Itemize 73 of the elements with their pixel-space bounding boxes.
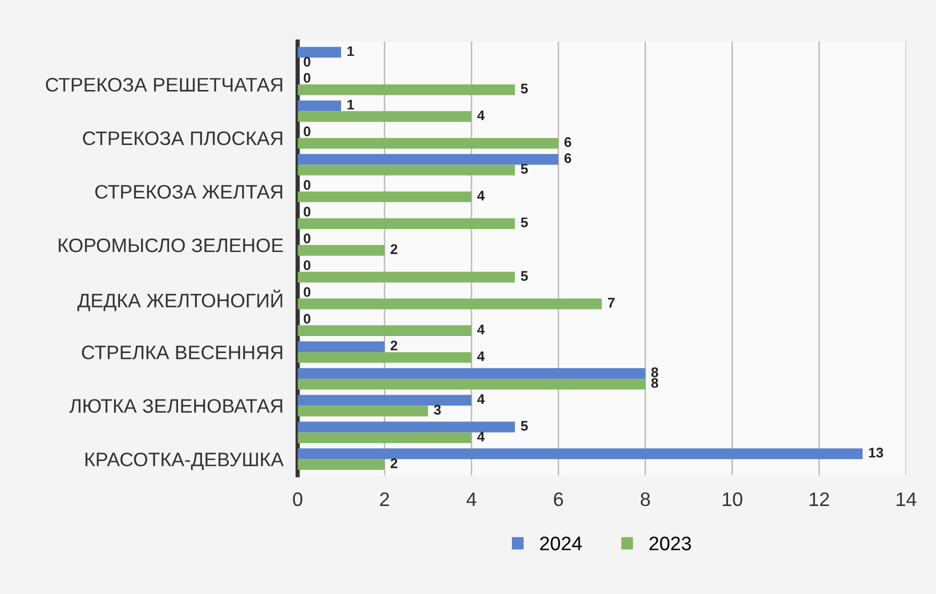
bar — [298, 406, 428, 416]
data-label: 0 — [304, 180, 310, 190]
data-label: 4 — [477, 110, 485, 120]
y-tick-label: КРАСОТКА-ДЕВУШКА — [86, 452, 284, 470]
data-label: 0 — [304, 126, 310, 136]
x-tick-label: 4 — [466, 492, 476, 506]
x-tick-label: 6 — [554, 492, 563, 506]
data-label: 5 — [520, 218, 528, 228]
bar — [298, 218, 515, 229]
bar — [298, 459, 385, 470]
y-tick-label: СТРЕКОЗА ЖЕЛТАЯ — [95, 184, 282, 199]
data-label: 1 — [348, 46, 354, 56]
bar — [298, 422, 515, 432]
x-tick-label: 8 — [640, 492, 650, 506]
data-label: 13 — [869, 448, 884, 458]
data-label: 0 — [304, 260, 310, 270]
y-tick-label: СТРЕКОЗА РЕШЕТЧАТАЯ — [46, 78, 282, 92]
data-label: 1 — [348, 100, 354, 110]
bar — [298, 432, 472, 444]
data-label: 4 — [477, 190, 485, 200]
data-label: 0 — [304, 72, 310, 83]
bar — [298, 46, 342, 58]
data-label: 5 — [520, 421, 528, 431]
data-label: 4 — [477, 351, 485, 362]
x-tick-label: 2 — [380, 492, 389, 506]
data-label: 2 — [390, 244, 398, 254]
y-tick-label: СТРЕЛКА ВЕСЕННЯЯ — [82, 346, 282, 360]
y-tick-label: ДЕДКА ЖЕЛТОНОГИЙ — [77, 290, 282, 312]
data-label: 2 — [390, 458, 398, 468]
x-tick-label: 12 — [810, 492, 829, 506]
data-label: 2 — [390, 340, 398, 350]
x-tick-label: 0 — [293, 492, 302, 506]
bar — [298, 245, 385, 256]
data-label: 4 — [477, 394, 485, 404]
bar — [298, 111, 472, 122]
data-label: 7 — [608, 298, 615, 308]
bar — [298, 191, 472, 202]
data-label: 8 — [651, 378, 658, 388]
x-tick-label: 14 — [896, 492, 916, 506]
bar — [298, 325, 472, 336]
x-tick-label: 10 — [722, 492, 742, 506]
data-label: 4 — [477, 432, 485, 442]
legend-label: 2024 — [540, 536, 582, 550]
bar — [298, 394, 472, 406]
data-label: 3 — [434, 404, 441, 415]
data-label: 5 — [520, 164, 528, 174]
bar — [298, 298, 602, 310]
data-label: 0 — [304, 234, 310, 244]
bar — [298, 84, 515, 96]
bar — [298, 341, 385, 352]
y-tick-label: ЛЮТКА ЗЕЛЕНОВАТАЯ — [69, 399, 282, 413]
y-tick-label: СТРЕКОЗА ПЛОСКАЯ — [82, 131, 282, 146]
data-label: 8 — [651, 367, 658, 378]
data-label: 6 — [564, 137, 572, 148]
bar — [298, 352, 472, 363]
bar — [298, 138, 558, 149]
y-tick-label: КОРОМЫСЛО ЗЕЛЕНОЕ — [58, 238, 283, 252]
bar — [298, 368, 646, 379]
legend-label: 2023 — [649, 536, 691, 550]
data-label: 0 — [304, 206, 310, 217]
bar — [298, 100, 342, 112]
bar — [298, 378, 646, 390]
data-label: 0 — [304, 314, 310, 324]
bar — [298, 164, 515, 176]
data-label: 6 — [564, 153, 572, 164]
data-label: 4 — [477, 324, 485, 334]
data-label: 0 — [304, 287, 310, 297]
data-label: 5 — [520, 84, 528, 94]
data-label: 5 — [520, 271, 528, 281]
bar — [298, 448, 863, 460]
bar — [298, 272, 515, 282]
data-label: 0 — [304, 56, 310, 67]
bar — [298, 154, 558, 165]
